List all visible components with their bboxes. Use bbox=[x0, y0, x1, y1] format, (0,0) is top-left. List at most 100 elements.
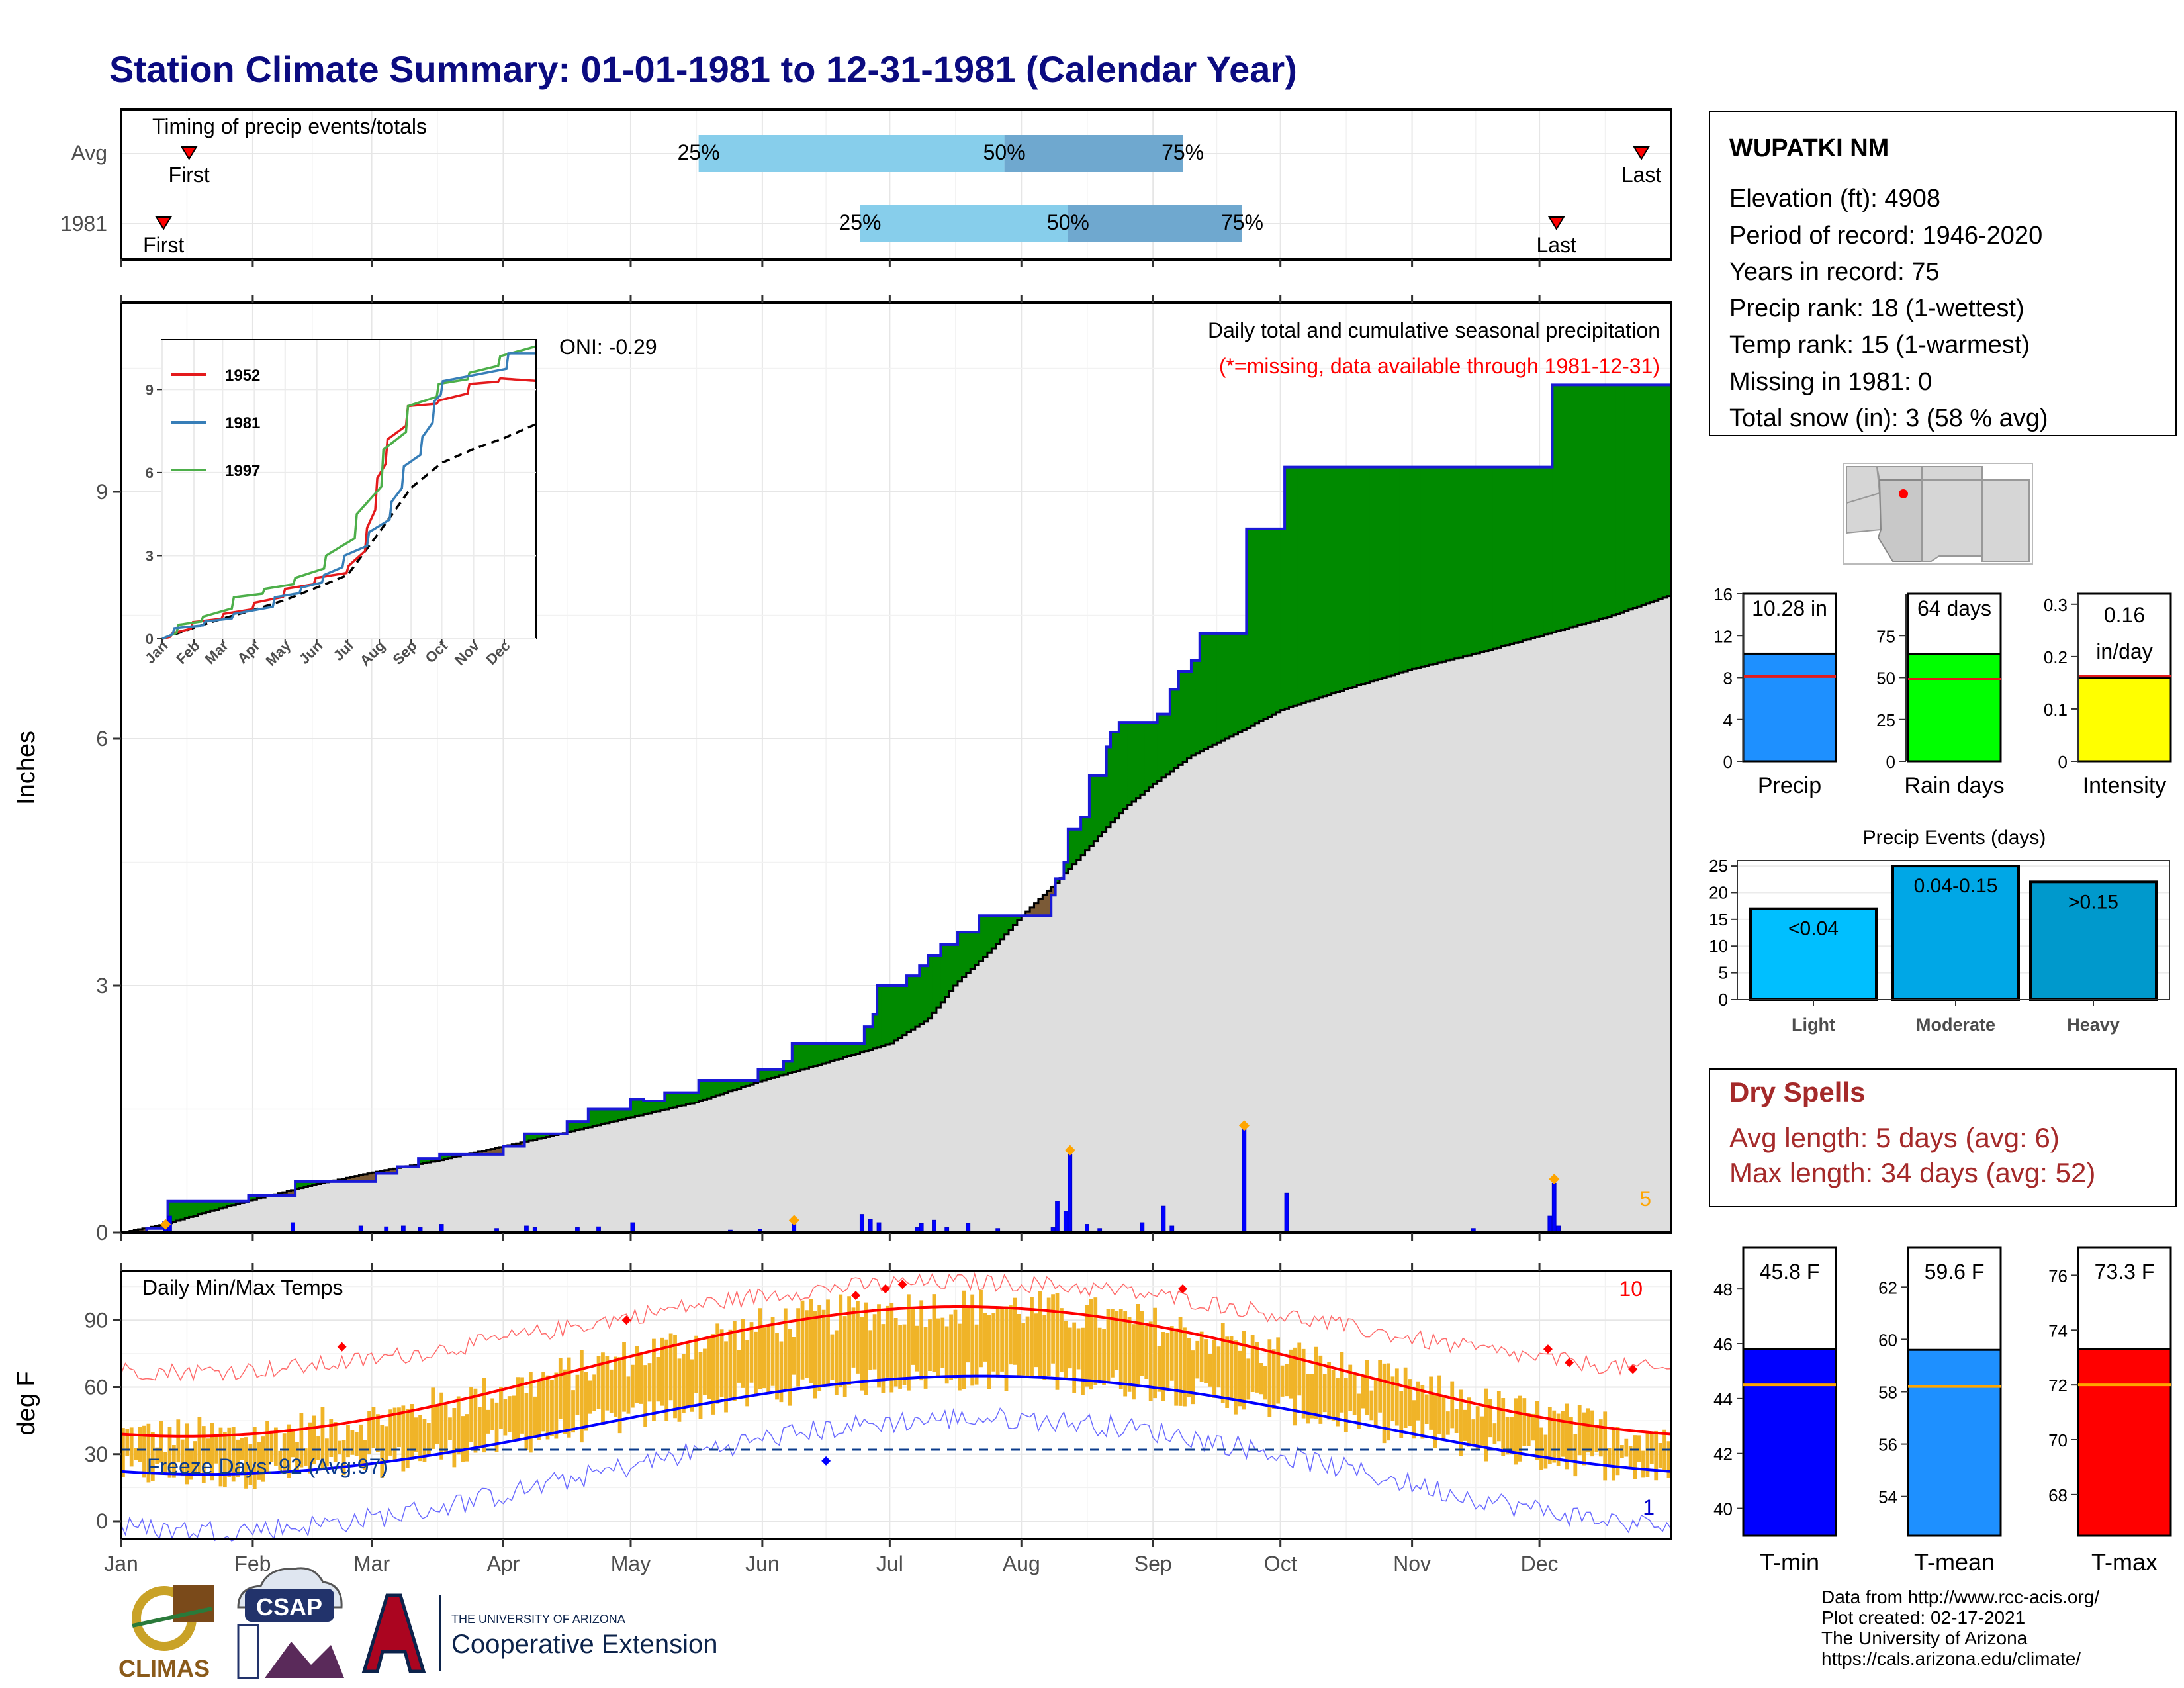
record-high-marker bbox=[897, 1280, 907, 1289]
summary-y-tick-label: 25 bbox=[1876, 710, 1895, 730]
temp-corner-low: 1 bbox=[1643, 1495, 1655, 1519]
daily-precip-bar bbox=[1242, 1127, 1247, 1233]
record-high-marker bbox=[1543, 1344, 1553, 1354]
station-snow: Total snow (in): 3 (58 % avg) bbox=[1729, 404, 2048, 432]
daily-temp-range-bars bbox=[121, 1289, 1671, 1489]
events-category-label: Heavy bbox=[2067, 1015, 2120, 1035]
dry-spells-avg: Avg length: 5 days (avg: 6) bbox=[1729, 1122, 2060, 1153]
daily-precip-bar bbox=[966, 1223, 971, 1233]
temp-summary-y-tick-label: 42 bbox=[1713, 1444, 1733, 1464]
daily-precip-max-marker bbox=[1064, 1145, 1075, 1156]
summary-y-tick-label: 0.3 bbox=[2044, 595, 2068, 615]
month-x-tick-label: Jan bbox=[104, 1552, 138, 1575]
temp-summary-y-tick-label: 44 bbox=[1713, 1389, 1733, 1409]
timing-bar-25-50 bbox=[698, 135, 1005, 172]
temp-y-tick-label: 60 bbox=[84, 1376, 108, 1399]
inset-series-1997 bbox=[161, 345, 535, 640]
footer-text: Data from http://www.rcc-acis.org/ Plot … bbox=[1821, 1587, 2099, 1669]
temp-panel: 0 30 60 90 Jan Feb Mar Apr May Jun Jul Aug Sep Oct No… bbox=[13, 1263, 1672, 1575]
timing-label-50: 50% bbox=[1047, 211, 1089, 234]
events-plot-border bbox=[1737, 860, 2170, 1000]
month-x-tick-label: Jul bbox=[876, 1552, 903, 1575]
temp-summary-y-tick-label: 70 bbox=[2048, 1430, 2068, 1450]
month-x-tick-label: Oct bbox=[1264, 1552, 1297, 1575]
daily-precip-bar bbox=[876, 1222, 882, 1233]
events-title: Precip Events (days) bbox=[1863, 827, 2046, 849]
station-period: Period of record: 1946-2020 bbox=[1729, 222, 2042, 250]
csap-logo-badge bbox=[245, 1589, 334, 1622]
summary-y-tick-label: 75 bbox=[1876, 626, 1895, 646]
summary-y-tick-label: 12 bbox=[1713, 626, 1733, 646]
climas-logo-text: CLIMAS bbox=[118, 1655, 210, 1682]
month-x-tick-label: Dec bbox=[1521, 1552, 1559, 1575]
summary-y-tick-label: 16 bbox=[1713, 585, 1733, 604]
record-high-marker bbox=[337, 1342, 347, 1352]
logos: CLIMAS CSAP THE UNIVERSITY OF ARIZONA Co… bbox=[118, 1567, 717, 1682]
summary-y-tick-label: 4 bbox=[1723, 710, 1733, 730]
daily-precip-bar bbox=[859, 1214, 864, 1233]
daily-precip-bar bbox=[291, 1222, 295, 1233]
summary-bar bbox=[1907, 653, 2002, 763]
dry-spells-title: Dry Spells bbox=[1729, 1076, 1865, 1107]
last-event-label: Last bbox=[1537, 233, 1577, 257]
dry-spells-box: Dry Spells Avg length: 5 days (avg: 6) M… bbox=[1709, 1068, 2177, 1207]
first-event-label: First bbox=[169, 163, 210, 187]
events-bar-label: 0.04-0.15 bbox=[1914, 875, 1998, 897]
csap-logo-mountains bbox=[265, 1642, 344, 1678]
inset-y-tick-label: 0 bbox=[146, 631, 154, 647]
events-y-tick-label: 20 bbox=[1709, 882, 1728, 902]
temp-panel-title: Daily Min/Max Temps bbox=[142, 1276, 343, 1299]
events-y-tick-label: 10 bbox=[1709, 936, 1728, 956]
daily-precip-bar bbox=[932, 1219, 936, 1233]
temp-summary-bars: 40 42 44 46 48 45.8 F T-min 54 56 58 60 62 59.6 F T-m… bbox=[1713, 1246, 2172, 1575]
daily-precip-max-marker bbox=[1549, 1174, 1560, 1185]
month-x-tick-label: Nov bbox=[1393, 1552, 1431, 1575]
climas-logo-swoosh bbox=[132, 1607, 212, 1628]
locator-map bbox=[1843, 463, 2033, 565]
station-missing: Missing in 1981: 0 bbox=[1729, 368, 1932, 396]
freeze-days-label: Freeze Days: 92 (Avg:97) bbox=[147, 1454, 388, 1478]
summary-value-label: in/day bbox=[2096, 639, 2152, 663]
precip-panel-border bbox=[120, 301, 1672, 1234]
inset-legend-label: 1997 bbox=[225, 462, 260, 480]
record-high-marker bbox=[1178, 1284, 1188, 1293]
temp-summary-y-tick-label: 72 bbox=[2048, 1376, 2068, 1395]
month-x-tick-label: Apr bbox=[487, 1552, 520, 1575]
last-event-label: Last bbox=[1621, 163, 1662, 187]
first-event-marker bbox=[180, 146, 198, 160]
events-bar bbox=[2029, 880, 2158, 1002]
temp-summary-bar bbox=[1742, 1348, 1837, 1537]
ua-logo-small-text: THE UNIVERSITY OF ARIZONA bbox=[451, 1613, 625, 1626]
record-high-marker bbox=[621, 1315, 631, 1325]
events-bar-label: <0.04 bbox=[1788, 918, 1839, 940]
timing-label-75: 75% bbox=[1221, 211, 1263, 234]
events-y-tick-label: 0 bbox=[1719, 990, 1728, 1009]
precip-corner-label: 5 bbox=[1639, 1187, 1651, 1211]
inset-y-tick-label: 9 bbox=[146, 381, 154, 398]
map-state-colorado bbox=[1921, 466, 1983, 481]
temp-summary-y-tick-label: 56 bbox=[1878, 1435, 1897, 1455]
dry-spells-max: Max length: 34 days (avg: 52) bbox=[1729, 1157, 2095, 1188]
climas-logo: CLIMAS bbox=[118, 1585, 214, 1682]
station-precip-rank: Precip rank: 18 (1-wettest) bbox=[1729, 295, 2025, 322]
precip-panel: 0 3 6 9 Inches Daily total and cumulative s… bbox=[13, 295, 1672, 1244]
summary-y-tick-label: 0 bbox=[1723, 752, 1733, 772]
temp-summary-category-label: T-min bbox=[1760, 1548, 1819, 1575]
map-state-new-mexico bbox=[1921, 479, 1983, 562]
station-temp-rank: Temp rank: 15 (1-warmest) bbox=[1729, 331, 2030, 359]
avg-cumulative-area bbox=[121, 594, 1671, 1233]
temp-y-tick-label: 0 bbox=[96, 1509, 108, 1533]
summary-bar bbox=[2077, 677, 2172, 763]
daily-precip-bar bbox=[1161, 1205, 1166, 1233]
map-state-utah bbox=[1876, 466, 1923, 481]
station-name: WUPATKI NM bbox=[1729, 134, 1889, 162]
daily-precip-bar bbox=[1063, 1211, 1068, 1233]
timing-panel: Timing of precip events/totals Avg 1981 … bbox=[60, 108, 1672, 267]
summary-y-tick-label: 8 bbox=[1723, 669, 1733, 688]
temp-panel-border bbox=[120, 1270, 1672, 1540]
month-x-tick-label: Mar bbox=[353, 1552, 390, 1575]
summary-value-label: 0.16 bbox=[2104, 603, 2145, 627]
oni-label: ONI: -0.29 bbox=[559, 335, 657, 359]
station-info-box: WUPATKI NM Elevation (ft): 4908 Period o… bbox=[1709, 111, 2177, 436]
